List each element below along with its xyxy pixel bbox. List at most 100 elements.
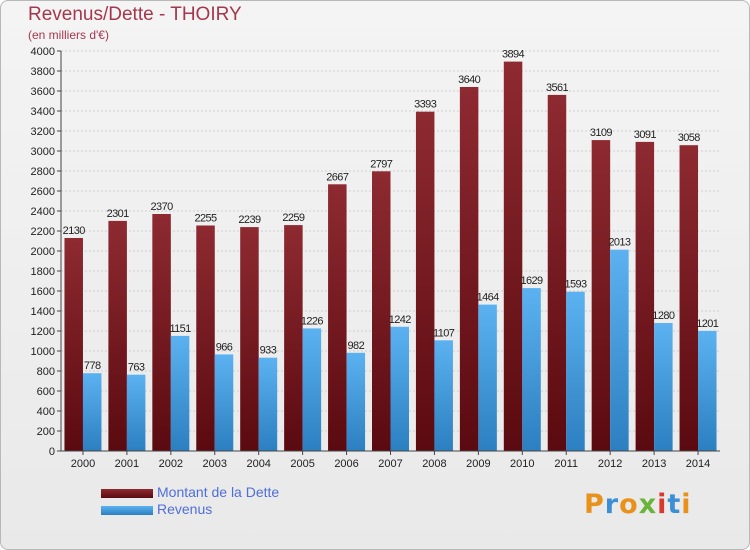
logo-letter: o xyxy=(619,489,639,520)
y-tick-label: 3400 xyxy=(31,106,55,118)
bar-dette xyxy=(591,140,611,451)
value-label-dette: 2301 xyxy=(107,208,130,220)
bar-dette xyxy=(108,220,127,451)
logo-letter: x xyxy=(638,489,658,520)
y-tick-label: 800 xyxy=(37,366,55,378)
value-label-dette: 2130 xyxy=(63,225,86,237)
bar-dette xyxy=(372,171,391,452)
x-tick-label: 2012 xyxy=(598,458,622,470)
value-label-dette: 3393 xyxy=(414,99,437,111)
value-label-revenus: 933 xyxy=(260,345,277,357)
proxiti-logo: Proxiti xyxy=(584,489,692,520)
logo-letter: i xyxy=(657,489,668,520)
y-tick-label: 3200 xyxy=(31,126,55,138)
y-tick-label: 400 xyxy=(37,406,55,418)
value-label-revenus: 982 xyxy=(348,340,365,352)
bar-revenus xyxy=(654,323,673,451)
value-label-revenus: 1226 xyxy=(301,315,324,327)
bar-revenus xyxy=(82,373,102,451)
value-label-dette: 3640 xyxy=(458,74,481,86)
y-tick-label: 2800 xyxy=(31,166,55,178)
bar-dette xyxy=(459,87,479,451)
bar-dette xyxy=(635,141,655,451)
bar-dette xyxy=(328,184,347,452)
logo-letter: r xyxy=(604,489,620,520)
y-tick-label: 4000 xyxy=(31,46,55,58)
bar-dette xyxy=(152,214,171,451)
value-label-dette: 2797 xyxy=(370,158,393,170)
bar-dette xyxy=(547,94,567,452)
bars-layer xyxy=(64,61,717,452)
y-tick-label: 2400 xyxy=(31,206,55,218)
value-label-revenus: 1201 xyxy=(696,318,719,330)
legend-swatch-debt xyxy=(101,489,153,498)
value-label-revenus: 1629 xyxy=(521,275,544,287)
x-tick-label: 2013 xyxy=(642,458,666,470)
value-label-revenus: 778 xyxy=(84,360,101,372)
value-label-dette: 3109 xyxy=(590,127,613,139)
value-label-dette: 3058 xyxy=(678,132,701,144)
y-tick-label: 2600 xyxy=(31,186,55,198)
bar-dette xyxy=(284,225,303,451)
value-label-revenus: 1107 xyxy=(433,327,455,339)
logo-letter: i xyxy=(681,489,692,520)
y-tick-label: 2000 xyxy=(31,246,55,258)
bar-revenus xyxy=(566,291,585,451)
value-label-dette: 2239 xyxy=(238,214,261,226)
bar-revenus xyxy=(698,330,717,451)
chart-subtitle: (en milliers d'€) xyxy=(28,28,109,42)
x-tick-label: 2001 xyxy=(115,458,139,470)
y-tick-label: 600 xyxy=(37,386,55,398)
y-tick-label: 3000 xyxy=(31,146,55,158)
bar-dette xyxy=(503,61,523,451)
bar-dette xyxy=(64,238,83,451)
value-label-revenus: 2013 xyxy=(608,237,631,249)
axis-layer: 0 200 400 600 800 1000 1200 1400 1600 1800 2000 220… xyxy=(31,46,720,470)
legend-label-revenus: Revenus xyxy=(157,501,213,517)
bar-dette xyxy=(196,225,215,451)
y-tick-label: 1400 xyxy=(31,306,55,318)
x-tick-label: 2006 xyxy=(334,458,358,470)
value-label-dette: 2370 xyxy=(151,201,174,213)
x-tick-label: 2009 xyxy=(466,458,490,470)
bar-revenus xyxy=(610,249,629,451)
legend-swatch-revenus xyxy=(101,506,153,515)
x-tick-label: 2005 xyxy=(290,458,314,470)
y-tick-label: 1000 xyxy=(31,346,55,358)
legend-label-debt: Montant de la Dette xyxy=(157,484,280,500)
x-tick-label: 2000 xyxy=(71,458,95,470)
bar-revenus xyxy=(390,326,409,451)
value-label-dette: 2667 xyxy=(326,171,349,183)
value-label-dette: 3091 xyxy=(634,129,657,141)
x-tick-label: 2010 xyxy=(510,458,534,470)
x-tick-label: 2007 xyxy=(378,458,402,470)
labels-layer: 2130 778 2301 763 2370 1151 2255 966 2239 933 2259… xyxy=(63,49,720,374)
x-tick-label: 2002 xyxy=(159,458,183,470)
bar-revenus xyxy=(126,374,146,451)
value-label-revenus: 1464 xyxy=(477,292,500,304)
bar-revenus xyxy=(302,328,322,451)
y-tick-label: 3800 xyxy=(31,66,55,78)
bar-revenus xyxy=(478,304,497,451)
value-label-dette: 2259 xyxy=(282,212,305,224)
y-tick-label: 1200 xyxy=(31,326,55,338)
x-tick-label: 2003 xyxy=(203,458,227,470)
x-tick-label: 2004 xyxy=(246,458,270,470)
x-tick-label: 2008 xyxy=(422,458,446,470)
bar-revenus xyxy=(346,352,366,451)
value-label-dette: 2255 xyxy=(194,213,217,225)
logo-letter: P xyxy=(584,489,605,520)
bar-dette xyxy=(240,227,259,451)
y-tick-label: 3600 xyxy=(31,86,55,98)
bar-revenus xyxy=(434,340,453,451)
chart-title: Revenus/Dette - THOIRY xyxy=(28,4,242,25)
value-label-revenus: 1242 xyxy=(389,314,412,326)
y-tick-label: 0 xyxy=(49,446,55,458)
x-tick-label: 2014 xyxy=(686,458,710,470)
value-label-dette: 3561 xyxy=(546,82,569,94)
y-tick-label: 2200 xyxy=(31,226,55,238)
value-label-revenus: 1593 xyxy=(564,279,587,291)
bar-revenus xyxy=(522,288,541,451)
